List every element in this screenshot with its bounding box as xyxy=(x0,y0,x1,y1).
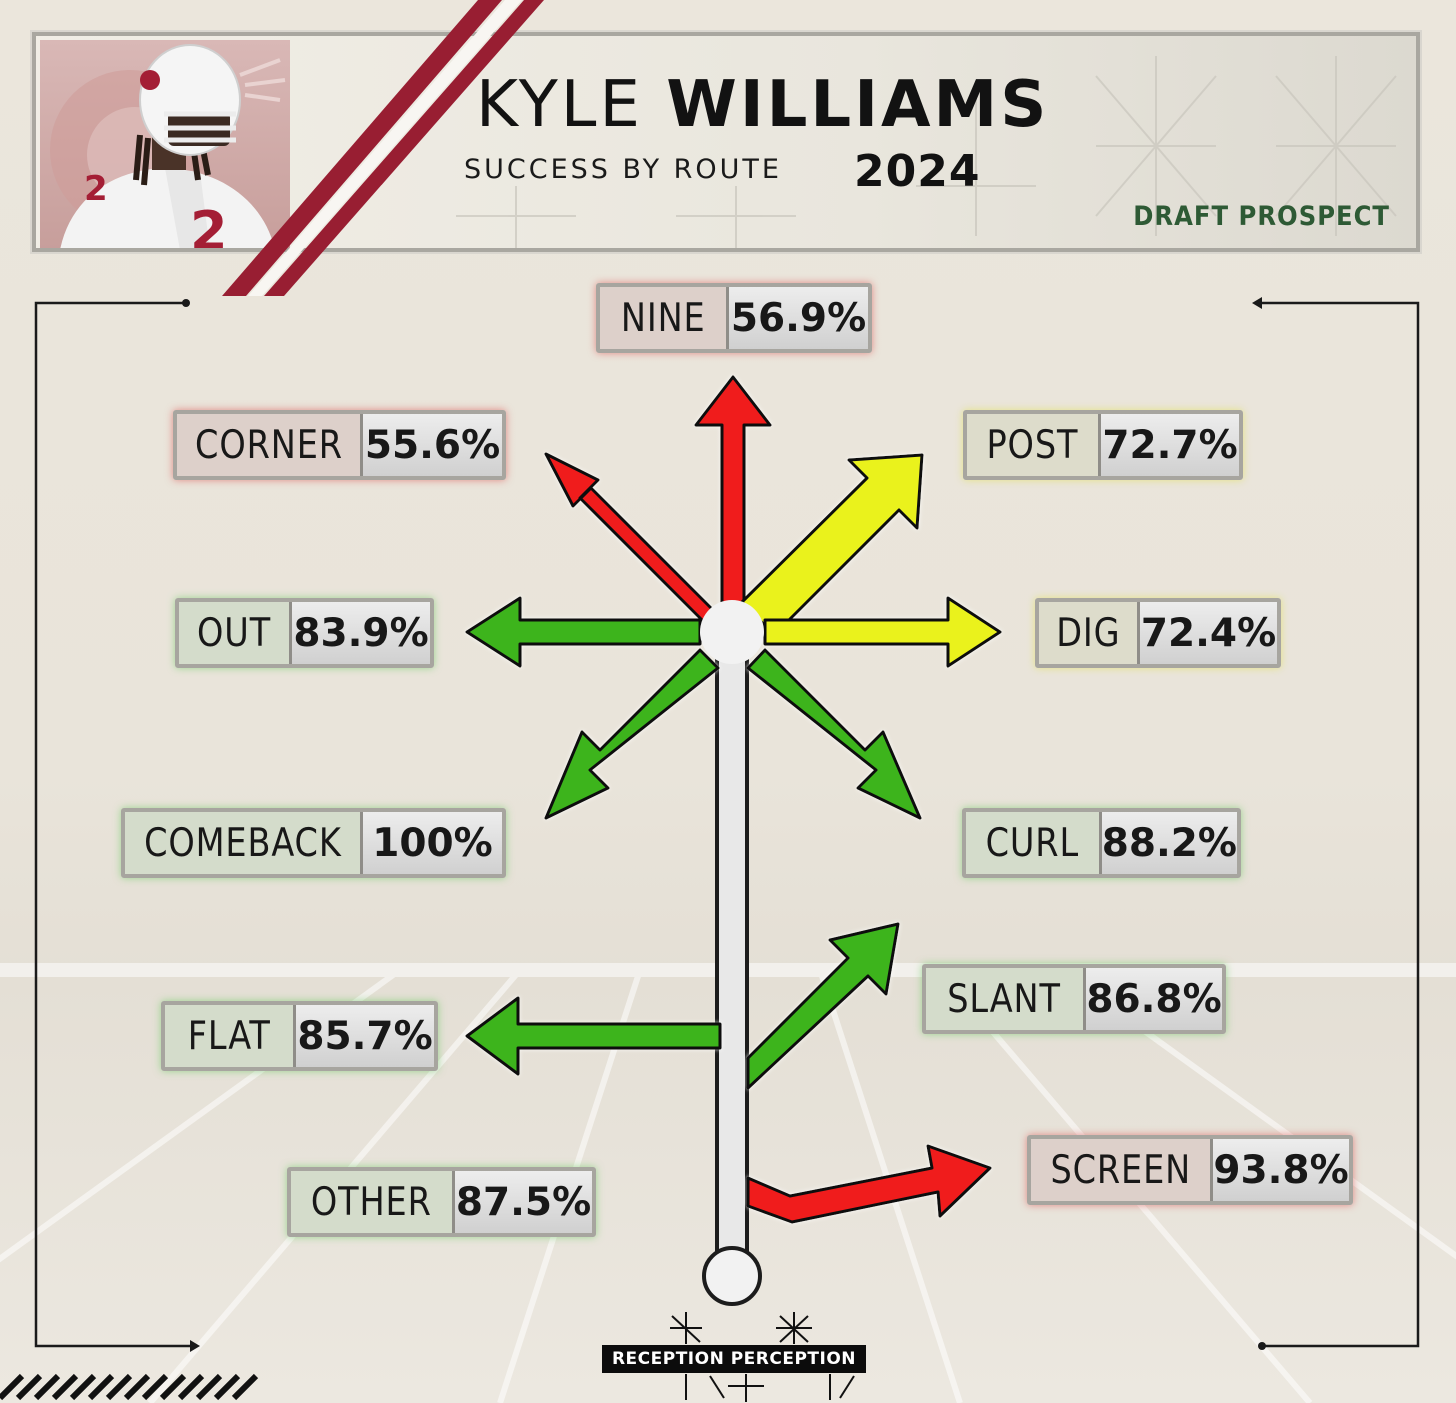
route-value: 72.7% xyxy=(1101,414,1239,476)
route-value: 88.2% xyxy=(1101,812,1237,874)
player-first-name: KYLE xyxy=(476,68,643,142)
route-name: OUT xyxy=(196,610,272,656)
route-label-dig: DIG 72.4% xyxy=(1035,598,1281,668)
post-arrow xyxy=(740,453,924,637)
player-last-name: WILLIAMS xyxy=(666,68,1050,142)
route-value: 87.5% xyxy=(455,1171,592,1233)
route-hub xyxy=(700,600,764,664)
subtitle: SUCCESS BY ROUTE xyxy=(464,154,782,185)
route-label-nine: NINE 56.9% xyxy=(596,283,872,353)
route-tree-logo-icon xyxy=(670,1312,855,1402)
route-value: 83.9% xyxy=(292,602,430,664)
route-label-slant: SLANT 86.8% xyxy=(922,964,1226,1034)
route-label-comeback: COMEBACK 100% xyxy=(121,808,506,878)
route-name: CURL xyxy=(985,820,1080,866)
draft-prospect-tag: DRAFT PROSPECT xyxy=(1133,201,1390,232)
route-name: SLANT xyxy=(947,976,1062,1022)
route-label-flat: FLAT 85.7% xyxy=(161,1001,438,1071)
jersey-number-left: 2 xyxy=(84,169,108,209)
start-node xyxy=(702,1246,762,1306)
header-banner: 2 2 KYLE WILLIAMS SUCCESS BY ROUTE 2024 … xyxy=(30,30,1422,254)
season-year: 2024 xyxy=(854,146,981,197)
route-value: 55.6% xyxy=(363,414,502,476)
route-name: SCREEN xyxy=(1050,1147,1191,1193)
nine-arrow xyxy=(694,375,772,627)
curl-arrow xyxy=(746,648,922,820)
dig-arrow xyxy=(763,596,1002,668)
screen-arrow xyxy=(746,1144,992,1224)
route-label-out: OUT 83.9% xyxy=(175,598,434,668)
route-label-corner: CORNER 55.6% xyxy=(173,410,506,480)
route-name: NINE xyxy=(620,295,706,341)
route-name: FLAT xyxy=(187,1013,271,1059)
slant-arrow xyxy=(746,922,900,1090)
route-value: 72.4% xyxy=(1140,602,1277,664)
player-name: KYLE WILLIAMS xyxy=(476,68,1049,142)
out-arrow xyxy=(465,596,702,668)
route-value: 85.7% xyxy=(296,1005,434,1067)
route-name: POST xyxy=(986,422,1079,468)
route-value: 56.9% xyxy=(729,287,868,349)
route-name: CORNER xyxy=(194,422,343,468)
route-value: 86.8% xyxy=(1086,968,1222,1030)
comeback-arrow xyxy=(544,648,720,820)
route-label-screen: SCREEN 93.8% xyxy=(1027,1135,1353,1205)
route-name: DIG xyxy=(1055,610,1121,656)
route-tree-pattern xyxy=(456,56,1397,248)
route-label-other: OTHER 87.5% xyxy=(287,1167,596,1237)
route-value: 100% xyxy=(363,812,502,874)
route-label-curl: CURL 88.2% xyxy=(962,808,1241,878)
route-name: OTHER xyxy=(311,1179,432,1225)
route-value: 93.8% xyxy=(1213,1139,1349,1201)
jersey-number-front: 2 xyxy=(190,200,228,250)
player-photo: 2 2 xyxy=(40,40,290,250)
accent-stripes xyxy=(222,0,544,296)
corner-arrow xyxy=(544,452,717,624)
reception-perception-logo: RECEPTION PERCEPTION xyxy=(602,1345,866,1373)
route-name: COMEBACK xyxy=(143,820,342,866)
flat-arrow xyxy=(465,996,722,1076)
route-label-post: POST 72.7% xyxy=(963,410,1243,480)
